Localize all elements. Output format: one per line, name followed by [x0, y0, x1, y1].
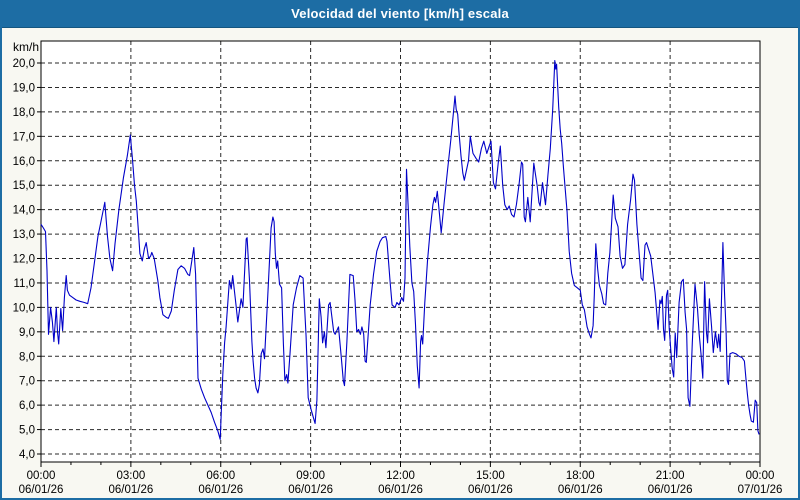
y-tick-label: 4,0	[19, 449, 35, 461]
plot-frame	[40, 40, 761, 463]
y-tick-label: 12,0	[13, 254, 35, 266]
x-tick-date-label: 06/01/26	[198, 484, 243, 496]
y-tick-label: 14,0	[13, 205, 35, 217]
x-tick-time-label: 00:00	[746, 470, 775, 482]
y-axis-unit-label: km/h	[12, 40, 39, 54]
y-tick-label: 7,0	[19, 376, 35, 388]
y-tick-label: 6,0	[19, 400, 35, 412]
x-tick-time-label: 09:00	[296, 470, 325, 482]
x-tick-time-label: 15:00	[476, 470, 505, 482]
x-tick-time-label: 06:00	[206, 470, 235, 482]
y-tick-label: 17,0	[13, 131, 35, 143]
y-tick-label: 15,0	[13, 180, 35, 192]
x-tick-time-label: 12:00	[386, 470, 415, 482]
window-titlebar: Velocidad del viento [km/h] escala	[0, 0, 800, 28]
y-tick-label: 10,0	[13, 302, 35, 314]
y-tick-label: 19,0	[13, 82, 35, 94]
x-tick-date-label: 06/01/26	[558, 484, 603, 496]
x-tick-date-label: 06/01/26	[378, 484, 423, 496]
chart-title: Velocidad del viento [km/h] escala	[291, 6, 509, 21]
y-tick-label: 8,0	[19, 351, 35, 363]
x-tick-time-label: 03:00	[116, 470, 145, 482]
x-tick-date-label: 07/01/26	[738, 484, 783, 496]
wind-speed-line	[40, 60, 760, 440]
x-tick-date-label: 06/01/26	[648, 484, 693, 496]
x-tick-time-label: 21:00	[656, 470, 685, 482]
y-tick-label: 18,0	[13, 107, 35, 119]
x-tick-date-label: 06/01/26	[288, 484, 333, 496]
x-tick-time-label: 18:00	[566, 470, 595, 482]
x-tick-time-label: 00:00	[27, 470, 56, 482]
y-tick-label: 13,0	[13, 229, 35, 241]
x-tick-date-label: 06/01/26	[468, 484, 513, 496]
x-tick-date-label: 06/01/26	[108, 484, 153, 496]
wind-speed-chart: 4,0 5,0 6,0 7,0 8,0 9,0 10,0 11,0 12,0 13,0 14,0 15…	[13, 40, 783, 496]
y-tick-label: 20,0	[13, 58, 35, 70]
y-tick-label: 9,0	[19, 327, 35, 339]
y-tick-label: 11,0	[13, 278, 35, 290]
x-tick-date-label: 06/01/26	[19, 484, 64, 496]
y-tick-label: 5,0	[19, 425, 35, 437]
y-tick-label: 16,0	[13, 156, 35, 168]
